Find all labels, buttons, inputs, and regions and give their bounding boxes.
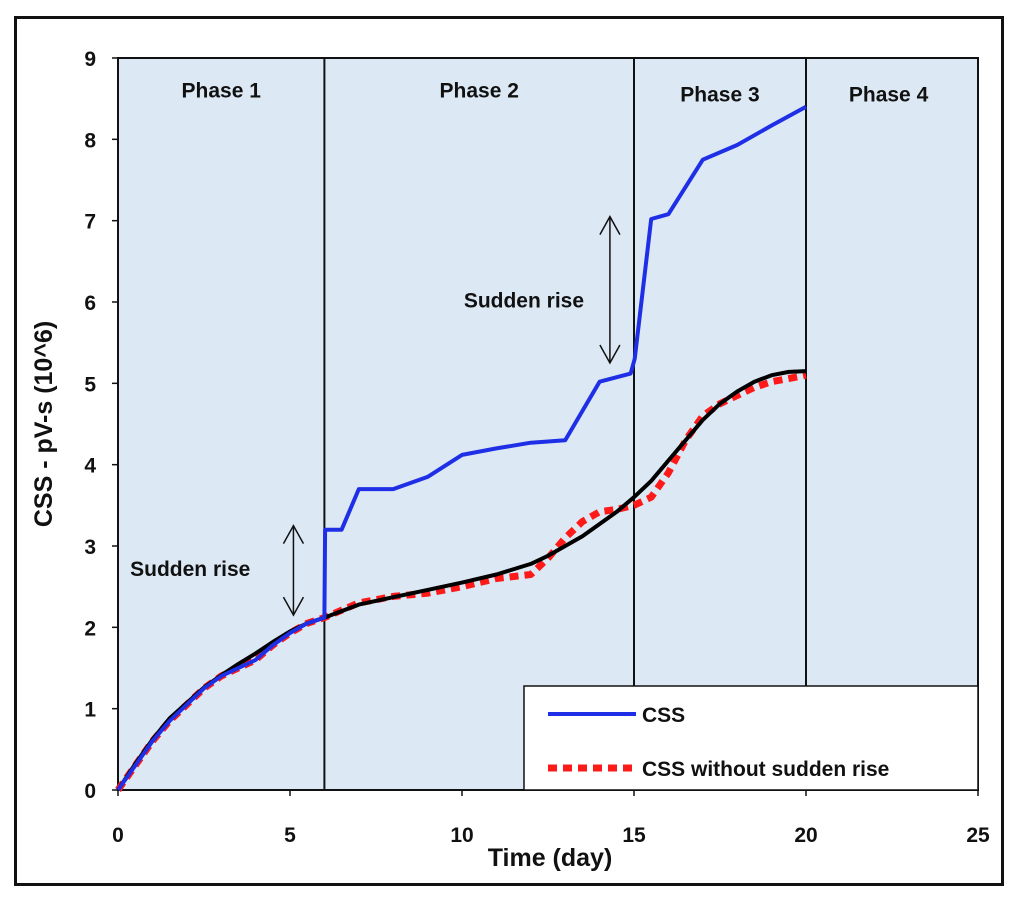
legend: CSS CSS without sudden rise — [523, 685, 979, 791]
phase-labels: Phase 1 Phase 2 Phase 3 Phase 4 — [182, 80, 929, 107]
plot-area — [117, 57, 979, 791]
y-tick-label: 4 — [84, 455, 96, 478]
series-line-css — [116, 105, 807, 792]
x-tick-label: 20 — [794, 824, 817, 847]
y-tick-label: 1 — [84, 699, 96, 722]
y-tick-label: 5 — [84, 373, 96, 396]
y-tick-label: 3 — [84, 536, 96, 559]
phase-label: Phase 1 — [182, 80, 262, 103]
x-tick-label: 15 — [622, 824, 646, 847]
y-tick-label: 6 — [84, 292, 96, 315]
x-tick-label: 10 — [450, 824, 473, 847]
arrow-head-up — [282, 524, 305, 545]
legend-box — [523, 685, 979, 791]
axes: 0 5 10 15 20 25 0 1 2 3 4 5 6 7 8 9 — [84, 48, 990, 847]
annotation-text: Sudden rise — [130, 558, 250, 581]
phase-label: Phase 3 — [680, 84, 759, 107]
x-tick-label: 5 — [284, 824, 296, 847]
y-tick-label: 2 — [84, 617, 96, 640]
y-tick-label: 7 — [84, 211, 96, 234]
x-tick-label: 25 — [966, 824, 990, 847]
y-axis-title: CSS - pV-s (10^6) — [30, 321, 58, 527]
y-tick-label: 0 — [84, 780, 96, 803]
y-tick-label: 9 — [84, 48, 96, 71]
x-tick-label: 0 — [112, 824, 124, 847]
x-axis-title: Time (day) — [488, 844, 613, 872]
arrow-head-down — [599, 344, 621, 365]
y-tick-label: 8 — [84, 129, 96, 152]
phase-label: Phase 4 — [849, 84, 929, 107]
phase-boundaries — [323, 58, 807, 790]
annotation-text: Sudden rise — [464, 289, 584, 312]
phase-label: Phase 2 — [440, 80, 519, 103]
arrow-head-up — [599, 215, 621, 235]
arrow-head-down — [282, 596, 305, 617]
legend-label: CSS without sudden rise — [642, 758, 889, 781]
series-layer — [115, 105, 807, 793]
legend-label: CSS — [642, 704, 685, 727]
annotations: Sudden rise Sudden rise — [130, 215, 621, 617]
